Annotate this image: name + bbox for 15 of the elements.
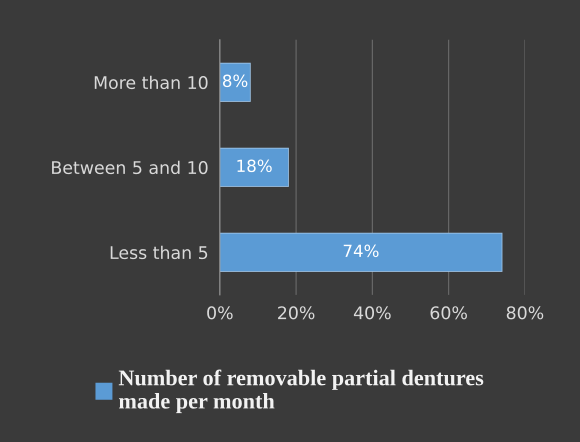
bar (220, 232, 502, 272)
x-tick-label: 60% (430, 306, 467, 320)
data-label: 74% (344, 244, 379, 258)
y-tick-label: Between 5 and 10 (52, 160, 208, 174)
x-tick-label: 0% (207, 306, 233, 320)
bar (220, 62, 251, 102)
bar (220, 148, 289, 187)
data-label: 18% (237, 160, 272, 172)
x-tick-label: 40% (354, 306, 391, 320)
x-tick-label: 80% (506, 306, 544, 320)
y-tick-label: More than 10 (94, 76, 208, 90)
x-tick-label: 20% (278, 306, 314, 320)
data-label: 8% (222, 74, 248, 88)
y-tick-label: Less than 5 (110, 246, 208, 260)
legend-label: Number of removable partial dentures made per month (118, 370, 484, 414)
